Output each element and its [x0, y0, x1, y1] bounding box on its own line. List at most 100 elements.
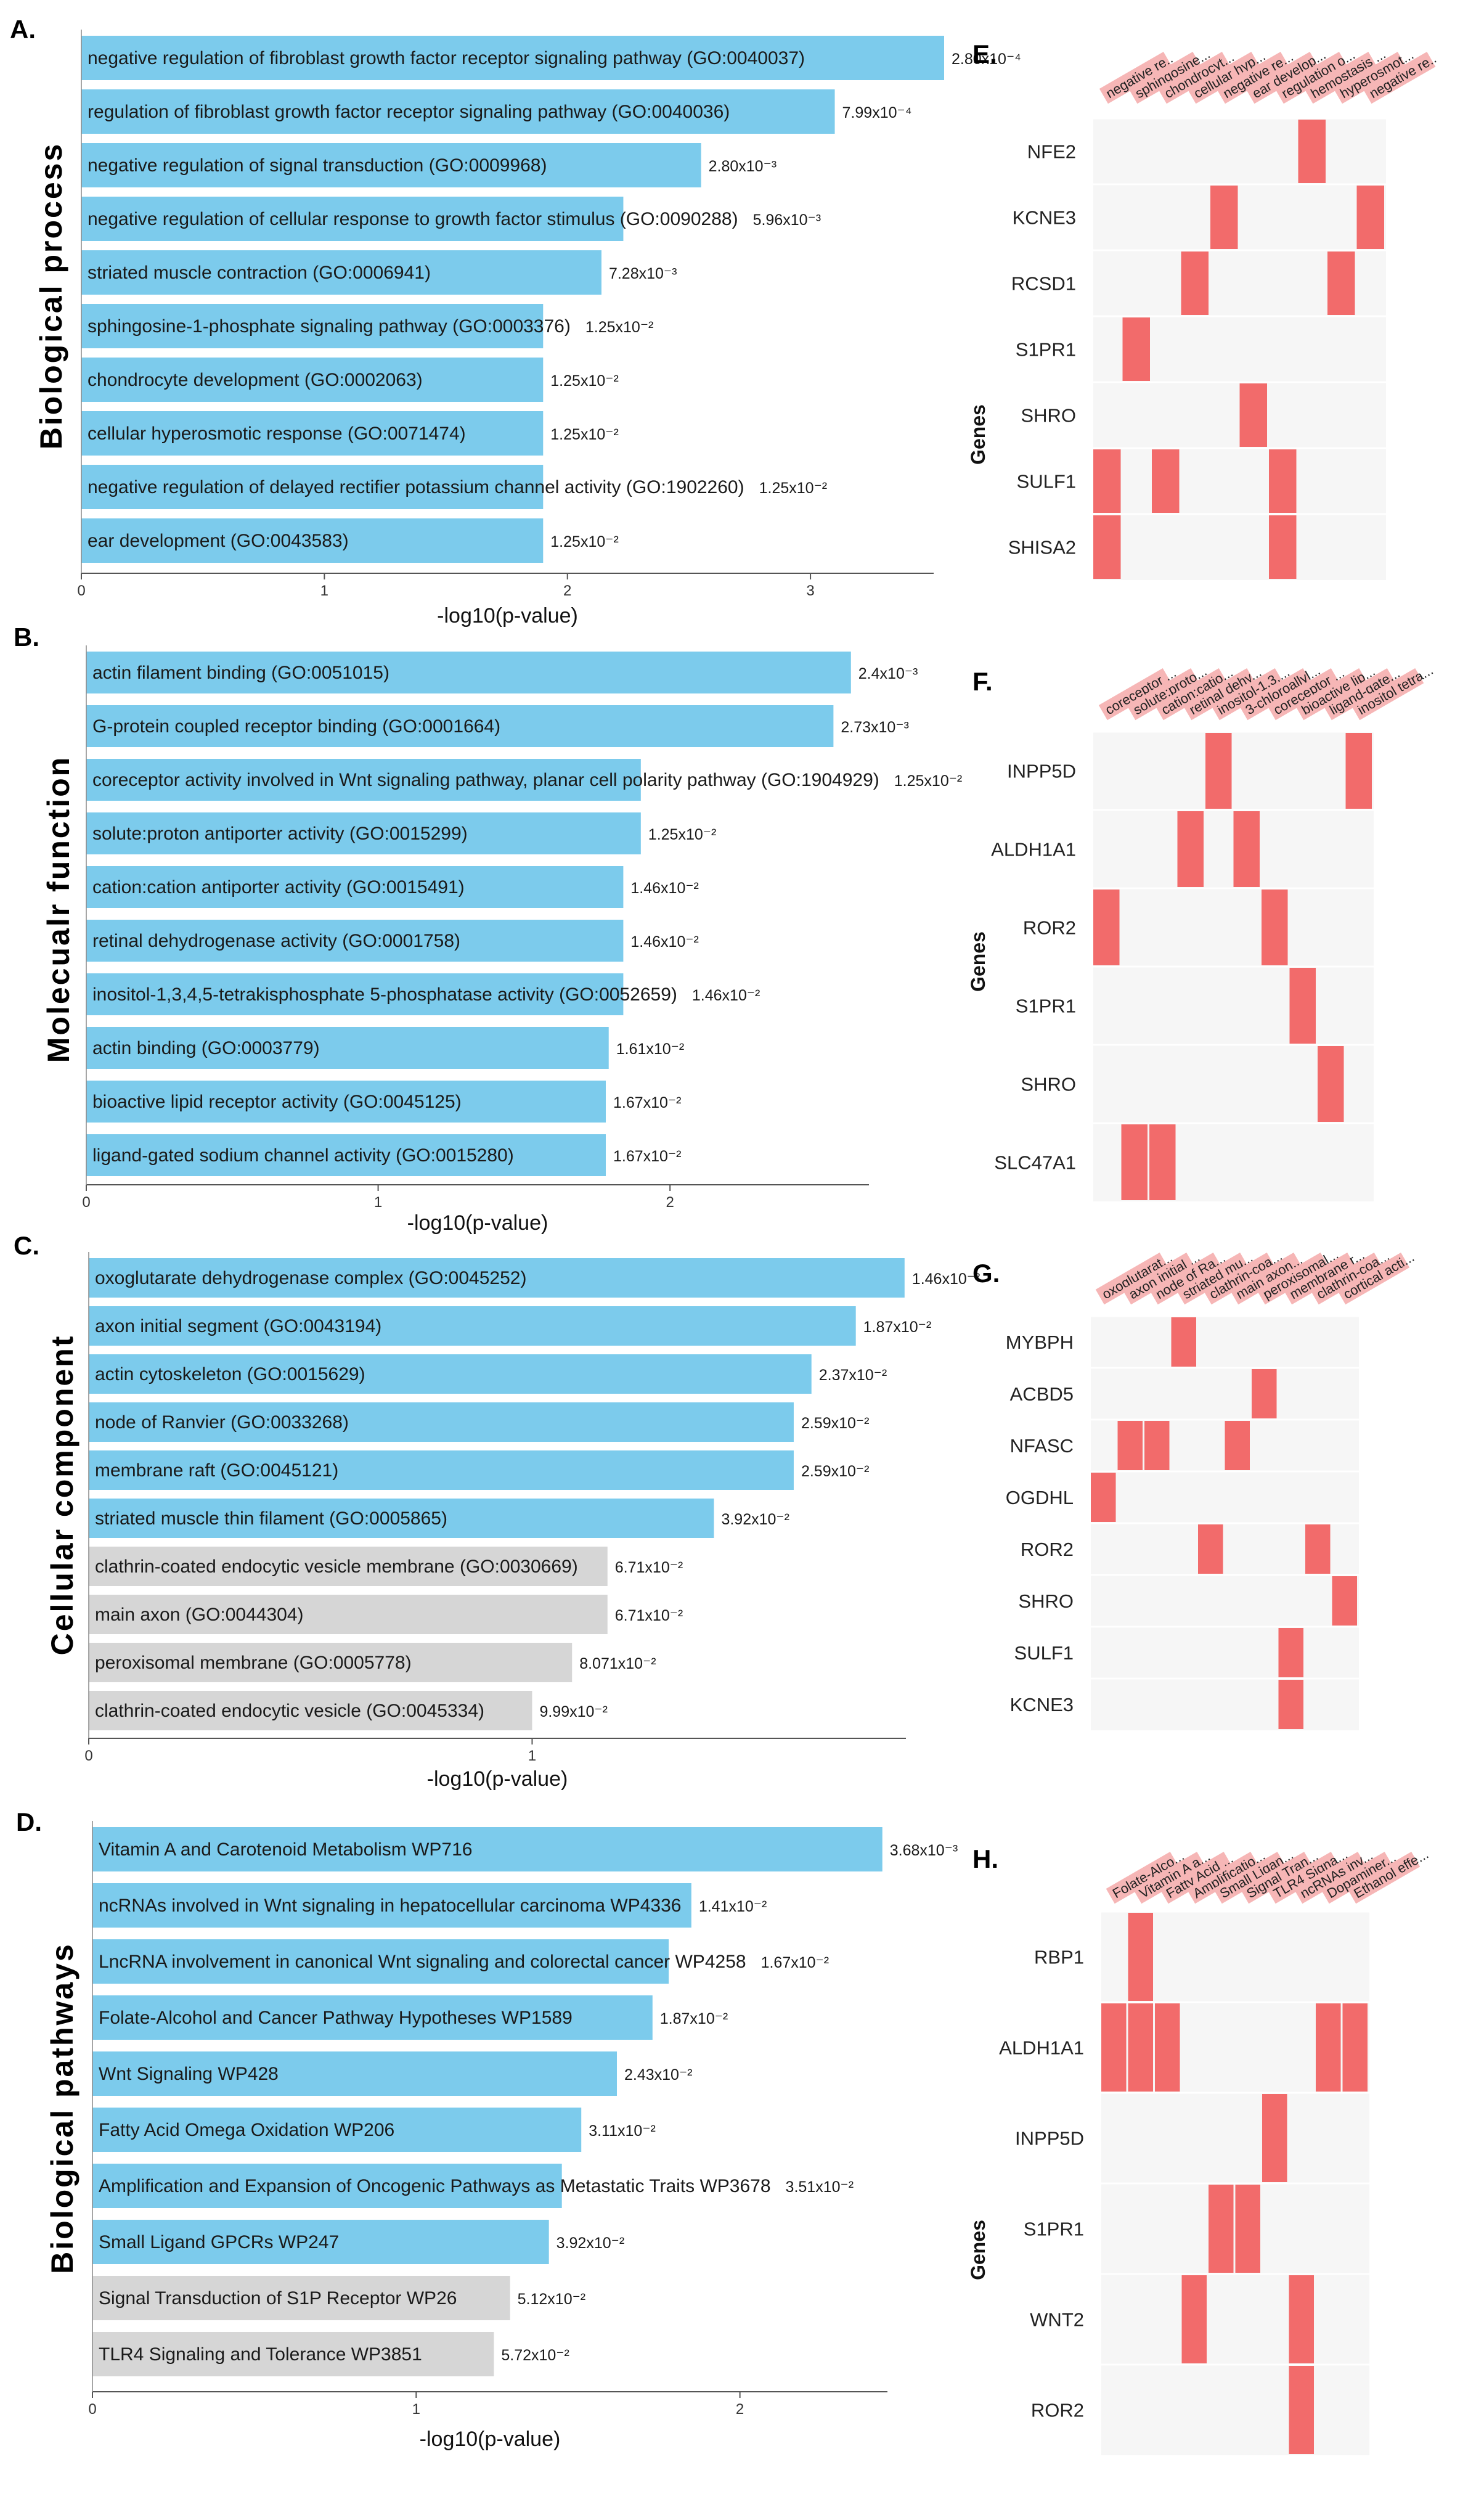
column-label-highlight — [1274, 51, 1348, 104]
bar — [81, 358, 544, 402]
gene-label: WNT2 — [1030, 2309, 1084, 2331]
gene-label: ALDH1A1 — [991, 839, 1076, 861]
p-value-label: 7.28x10⁻³ — [609, 265, 677, 282]
p-value-label: 2.80x10⁻³ — [709, 158, 777, 175]
p-value-label: 6.71x10⁻² — [615, 1559, 683, 1576]
bar — [81, 36, 944, 80]
bar-label: Vitamin A and Carotenoid Metabolism WP71… — [99, 1839, 472, 1860]
heatmap-cell — [1252, 1369, 1277, 1418]
column-label-highlight — [1127, 668, 1200, 721]
gene-label: NFASC — [1010, 1435, 1074, 1457]
p-value-label: 1.61x10⁻² — [616, 1041, 685, 1058]
gene-label: SLC47A1 — [994, 1152, 1076, 1174]
x-tick-label: 0 — [82, 1194, 90, 1211]
bar-label: Amplification and Expansion of Oncogenic… — [99, 2176, 771, 2196]
y-axis-title: Biological pathways — [45, 1942, 80, 2274]
bar-label: negative regulation of signal transducti… — [88, 155, 547, 176]
bar — [89, 1499, 714, 1538]
x-tick-label: 0 — [77, 583, 85, 599]
heatmap-cell — [1205, 733, 1232, 809]
heatmap-panel-h: H.RBP1ALDH1A1INPP5DS1PR1WNT2ROR2Folate-A… — [967, 1844, 1431, 2455]
bar — [86, 1134, 606, 1176]
bar-label: Fatty Acid Omega Oxidation WP206 — [99, 2120, 394, 2140]
bar-label: clathrin-coated endocytic vesicle membra… — [95, 1556, 578, 1577]
bar-label: bioactive lipid receptor activity (GO:00… — [92, 1092, 462, 1112]
bar-label: cellular hyperosmotic response (GO:00714… — [88, 423, 466, 444]
panel-label: D. — [16, 1807, 42, 1836]
p-value-label: 1.46x10⁻² — [692, 987, 760, 1004]
bar — [89, 1691, 532, 1730]
column-label-highlight — [1283, 1252, 1356, 1305]
x-axis-title: -log10(p-value) — [420, 2427, 561, 2451]
heatmap-cell — [1233, 811, 1260, 887]
column-label-highlight — [1266, 668, 1340, 721]
bar — [92, 2332, 494, 2376]
heatmap-cell — [1316, 2003, 1341, 2092]
panel-label: H. — [972, 1844, 998, 1873]
bar — [81, 304, 544, 348]
bar — [92, 2051, 617, 2096]
bar-label: clathrin-coated endocytic vesicle (GO:00… — [95, 1701, 484, 1721]
heatmap-cell — [1101, 2003, 1127, 2092]
gene-label: MYBPH — [1006, 1331, 1074, 1353]
heatmap-cell — [1225, 1421, 1250, 1470]
gene-label: SHISA2 — [1008, 537, 1076, 558]
bar-label: Signal Transduction of S1P Receptor WP26 — [99, 2288, 457, 2309]
column-label-highlight — [1320, 1851, 1393, 1904]
p-value-label: 8.071x10⁻² — [579, 1655, 656, 1672]
gene-label: ROR2 — [1021, 1539, 1074, 1560]
panel-label: C. — [14, 1231, 39, 1260]
gene-label: SULF1 — [1017, 471, 1076, 493]
bar-label: sphingosine-1-phosphate signaling pathwa… — [88, 316, 571, 337]
x-axis-title: -log10(p-value) — [427, 1767, 568, 1791]
heatmap-cell — [1289, 968, 1316, 1044]
panel-label: E. — [972, 39, 997, 68]
p-value-label: 3.11x10⁻² — [589, 2122, 656, 2140]
p-value-label: 2.59x10⁻² — [801, 1463, 870, 1480]
panel-label: A. — [10, 15, 36, 44]
bar-label: actin filament binding (GO:0051015) — [92, 663, 389, 683]
p-value-label: 1.41x10⁻² — [699, 1898, 767, 1915]
p-value-label: 9.99x10⁻² — [539, 1703, 608, 1720]
heatmap-cell — [1093, 890, 1120, 965]
column-label-highlight — [1187, 51, 1260, 104]
heatmap-cell — [1239, 383, 1267, 447]
column-label-highlight — [1310, 1252, 1383, 1305]
p-value-label: 2.4x10⁻³ — [858, 665, 918, 682]
bar-label: actin cytoskeleton (GO:0015629) — [95, 1364, 365, 1384]
p-value-label: 1.25x10⁻² — [894, 772, 963, 790]
bar-label: striated muscle contraction (GO:0006941) — [88, 263, 431, 283]
x-tick-label: 0 — [84, 1748, 92, 1764]
x-tick-label: 2 — [736, 2401, 744, 2418]
bar — [86, 652, 851, 693]
column-label-highlight — [1337, 1252, 1410, 1305]
p-value-label: 1.67x10⁻² — [613, 1148, 682, 1165]
p-value-label: 6.71x10⁻² — [615, 1607, 683, 1624]
p-value-label: 2.80x10⁻⁴ — [952, 51, 1021, 68]
y-axis-title: Biological process — [34, 142, 68, 450]
x-axis-title: -log10(p-value) — [407, 1211, 548, 1235]
gene-label: INPP5D — [1015, 2128, 1084, 2149]
p-value-label: 1.25x10⁻² — [648, 826, 717, 843]
column-label-highlight — [1347, 1851, 1421, 1904]
p-value-label: 1.46x10⁻² — [630, 880, 699, 897]
bar — [92, 2164, 562, 2208]
gene-label: KCNE3 — [1013, 207, 1076, 229]
heatmap-cell — [1210, 186, 1238, 249]
bar-label: ear development (GO:0043583) — [88, 531, 349, 551]
heatmap-cell — [1356, 186, 1384, 249]
column-label-highlight — [1186, 1851, 1260, 1904]
x-tick-label: 1 — [374, 1194, 382, 1211]
column-label-highlight — [1183, 668, 1256, 721]
bar — [86, 973, 624, 1015]
heatmap-cell — [1144, 1421, 1170, 1470]
heatmap-cell — [1198, 1524, 1223, 1574]
p-value-label: 5.72x10⁻² — [501, 2347, 569, 2364]
bar — [81, 411, 544, 456]
column-label-highlight — [1323, 668, 1396, 721]
bar-label: inositol-1,3,4,5-tetrakisphosphate 5-pho… — [92, 984, 677, 1005]
x-tick-label: 1 — [320, 583, 328, 599]
bar-label: striated muscle thin filament (GO:000586… — [95, 1508, 447, 1529]
gene-label: ROR2 — [1023, 917, 1076, 939]
